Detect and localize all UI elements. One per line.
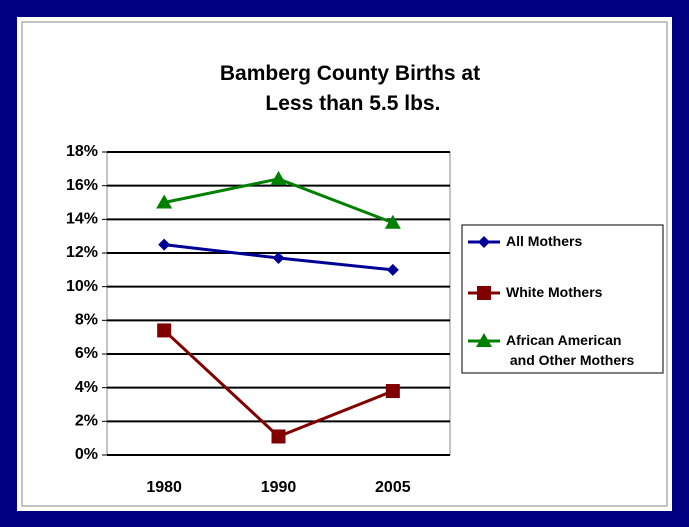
marker xyxy=(386,263,399,276)
legend-label: All Mothers xyxy=(506,233,582,249)
x-tick-label: 1990 xyxy=(261,479,297,496)
x-tick-label: 1980 xyxy=(146,479,182,496)
y-tick-label: 4% xyxy=(75,379,98,396)
chart-title: Bamberg County Births at Less than 5.5 l… xyxy=(220,62,480,115)
y-tick-label: 16% xyxy=(66,177,98,194)
marker xyxy=(476,333,492,347)
marker xyxy=(270,170,287,185)
y-tick-label: 0% xyxy=(75,446,98,463)
marker xyxy=(156,194,173,209)
y-tick-label: 8% xyxy=(75,312,98,329)
y-tick-label: 14% xyxy=(66,211,98,228)
marker xyxy=(271,429,286,444)
legend xyxy=(461,224,664,374)
marker xyxy=(478,236,490,248)
marker xyxy=(385,384,400,399)
marker xyxy=(384,214,401,229)
legend-label: African American and Other Mothers xyxy=(506,332,635,368)
y-tick-label: 18% xyxy=(66,143,98,160)
marker xyxy=(272,252,285,265)
legend-label: White Mothers xyxy=(506,284,603,300)
marker xyxy=(157,323,172,338)
marker xyxy=(158,238,171,251)
y-tick-label: 6% xyxy=(75,345,98,362)
y-tick-label: 12% xyxy=(66,244,98,261)
y-tick-label: 10% xyxy=(66,278,98,295)
x-tick-label: 2005 xyxy=(375,479,411,496)
y-tick-label: 2% xyxy=(75,413,98,430)
marker xyxy=(477,286,491,300)
chart-border xyxy=(21,21,668,507)
